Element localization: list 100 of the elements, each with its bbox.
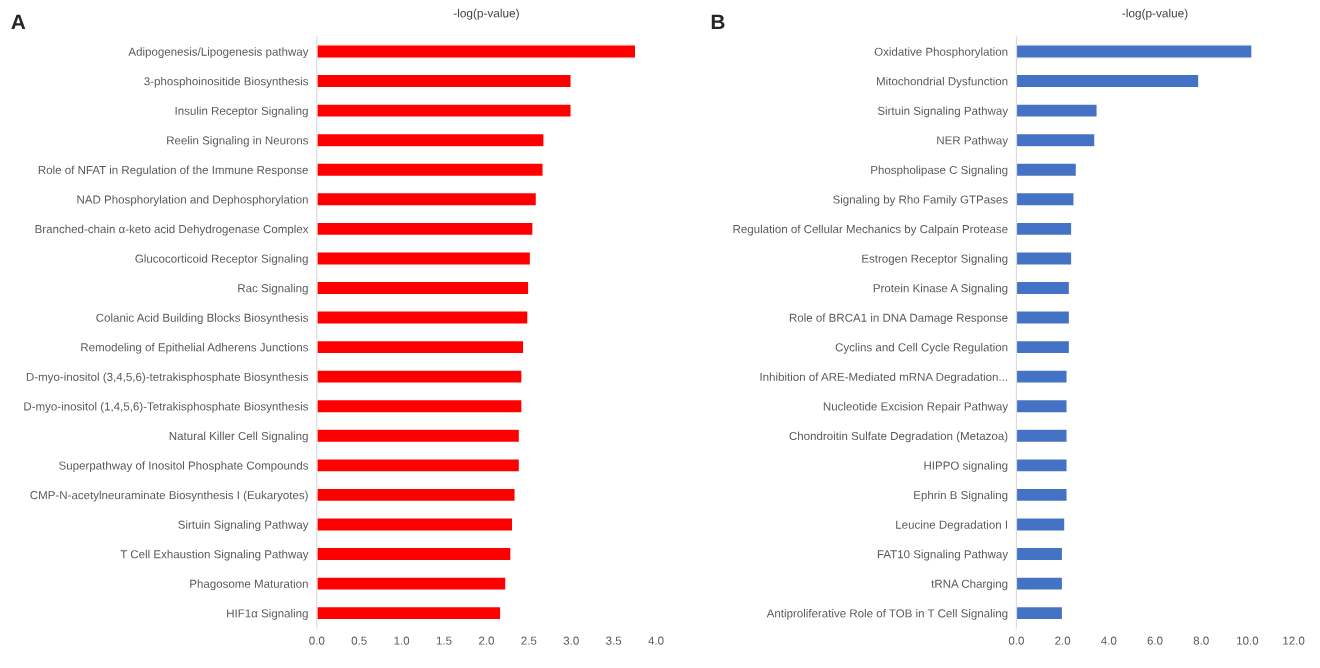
x-tick-label: 10.0 xyxy=(1237,636,1259,645)
x-tick-label: 2.5 xyxy=(521,636,537,645)
y-tick-label: Estrogen Receptor Signaling xyxy=(862,254,1008,265)
y-tick-label: T Cell Exhaustion Signaling Pathway xyxy=(120,549,309,561)
y-tick-label: Antiproliferative Role of TOB in T Cell Signaling xyxy=(766,608,1008,620)
bar xyxy=(1016,191,1075,207)
y-tick-label: Adipogenesis/Lipogenesis pathway xyxy=(128,47,309,59)
bar xyxy=(1016,310,1071,325)
y-tick-label: Sirtuin Signaling Pathway xyxy=(877,106,1009,118)
bar xyxy=(1016,369,1068,385)
bar xyxy=(316,487,516,503)
bar xyxy=(316,132,545,148)
x-tick-label: 0.5 xyxy=(351,636,367,645)
bar xyxy=(1016,517,1066,532)
y-tick-label: Leucine Degradation I xyxy=(896,520,1008,532)
bar xyxy=(316,44,637,59)
chart-title: -log(p-value) xyxy=(1122,8,1188,20)
y-tick-label: Inhibition of ARE-Mediated mRNA Degradation... xyxy=(760,372,1008,384)
x-tick-label: 3.5 xyxy=(606,636,622,645)
bar xyxy=(1016,221,1073,237)
x-tick-label: 2.0 xyxy=(478,636,494,645)
text: A xyxy=(11,14,26,30)
bar xyxy=(1016,487,1068,503)
bar xyxy=(316,546,512,562)
y-tick-label: Regulation of Cellular Mechanics by Calpain Protease xyxy=(733,224,1008,236)
y-tick-label: Oxidative Phosphorylation xyxy=(874,47,1008,59)
bar xyxy=(1016,103,1098,118)
y-tick-label: Remodeling of Epithelial Adherens Junctions xyxy=(81,342,309,354)
y-tick-label: NAD Phosphorylation and Dephosphorylation xyxy=(77,195,308,206)
y-tick-label: Colanic Acid Building Blocks Biosynthesis xyxy=(96,313,309,325)
y-tick-label: Mitochondrial Dysfunction xyxy=(877,76,1008,88)
bar xyxy=(316,310,529,325)
bar xyxy=(1016,73,1200,89)
y-tick-label: Phagosome Maturation xyxy=(190,579,308,591)
y-tick-label: CMP-N-acetylneuraminate Biosynthesis I (Eukaryotes) xyxy=(30,490,308,502)
bar xyxy=(1016,457,1068,473)
y-tick-label: Sirtuin Signaling Pathway xyxy=(178,520,309,532)
y-tick-label: HIF1α Signaling xyxy=(227,608,308,620)
x-tick-label: 0.0 xyxy=(1008,636,1024,645)
bar xyxy=(316,517,514,532)
bar xyxy=(316,339,525,355)
y-tick-label: tRNA Charging xyxy=(931,579,1008,591)
x-tick-label: 8.0 xyxy=(1193,636,1209,645)
y-tick-label: HIPPO signaling xyxy=(924,461,1008,472)
bar xyxy=(316,605,502,621)
chart-title: -log(p-value) xyxy=(453,8,519,20)
bar xyxy=(316,103,572,118)
x-tick-label: 6.0 xyxy=(1147,636,1163,645)
y-tick-label: Branched-chain α-keto acid Dehydrogenase Complex xyxy=(35,224,309,236)
bar xyxy=(1016,162,1078,178)
y-tick-label: Natural Killer Cell Signaling xyxy=(169,431,308,443)
bar xyxy=(316,251,532,266)
x-tick-label: 2.0 xyxy=(1055,636,1071,645)
y-tick-label: Superpathway of Inositol Phosphate Compounds xyxy=(59,461,309,472)
bar xyxy=(1016,251,1073,266)
bar xyxy=(316,428,521,444)
y-tick-label: D-myo-inositol (1,4,5,6)-Tetrakisphosphate Biosynthesis xyxy=(24,402,309,413)
y-tick-label: Signaling by Rho Family GTPases xyxy=(833,195,1008,206)
y-tick-label: Cyclins and Cell Cycle Regulation xyxy=(835,342,1008,354)
y-tick-label: Rac Signaling xyxy=(238,283,308,295)
y-tick-label: Ephrin B Signaling xyxy=(914,490,1008,502)
bar xyxy=(316,457,521,473)
x-tick-label: 1.0 xyxy=(394,636,410,645)
text: B xyxy=(711,14,725,30)
bar xyxy=(316,191,538,207)
bar xyxy=(1016,339,1071,355)
y-tick-label: FAT10 Signaling Pathway xyxy=(877,549,1009,561)
bar xyxy=(316,162,544,178)
y-tick-label: Insulin Receptor Signaling xyxy=(175,106,308,118)
x-tick-label: 4.0 xyxy=(648,636,664,645)
y-tick-label: 3-phosphoinositide Biosynthesis xyxy=(144,76,309,88)
y-tick-label: Nucleotide Excision Repair Pathway xyxy=(823,402,1009,413)
y-tick-label: Role of BRCA1 in DNA Damage Response xyxy=(789,313,1008,325)
x-tick-label: 4.0 xyxy=(1101,636,1117,645)
x-tick-label: 3.0 xyxy=(563,636,579,645)
bar xyxy=(1016,280,1071,296)
bar xyxy=(316,576,507,591)
bar xyxy=(316,280,530,296)
bar xyxy=(1016,44,1253,59)
x-tick-label: 0.0 xyxy=(309,636,325,645)
bar xyxy=(316,221,534,237)
y-tick-label: Glucocorticoid Receptor Signaling xyxy=(135,254,308,265)
x-tick-label: 1.5 xyxy=(436,636,452,645)
y-tick-label: Protein Kinase A Signaling xyxy=(873,283,1008,295)
bar xyxy=(1016,546,1064,562)
y-tick-label: D-myo-inositol (3,4,5,6)-tetrakisphosphate Biosynthesis xyxy=(26,372,309,384)
bar xyxy=(316,398,523,414)
bar xyxy=(316,73,572,89)
bar xyxy=(316,369,523,385)
y-tick-label: Reelin Signaling in Neurons xyxy=(167,136,309,147)
y-tick-label: NER Pathway xyxy=(937,136,1009,147)
bar xyxy=(1016,605,1064,621)
y-tick-label: Role of NFAT in Regulation of the Immune Response xyxy=(38,165,308,177)
bar xyxy=(1016,428,1068,444)
x-tick-label: 12.0 xyxy=(1283,636,1305,645)
y-tick-label: Phospholipase C Signaling xyxy=(871,165,1008,177)
y-tick-label: Chondroitin Sulfate Degradation (Metazoa) xyxy=(789,431,1008,443)
bar xyxy=(1016,398,1068,414)
bar xyxy=(1016,132,1096,148)
bar xyxy=(1016,576,1064,591)
